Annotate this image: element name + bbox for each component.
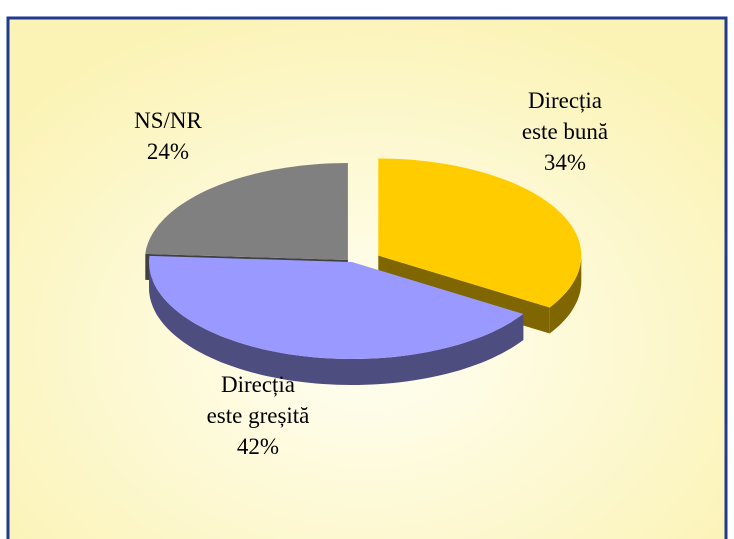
slice-name-line: este greșită (207, 403, 310, 428)
slice-side (549, 255, 582, 334)
slice-value: 24% (147, 139, 189, 164)
slice-name: NS/NR (134, 108, 202, 133)
slice-label: NS/NR 24% (134, 108, 202, 164)
slice-top (149, 255, 524, 359)
slice-side (149, 262, 524, 385)
slice-name-line: Direcția (221, 372, 295, 397)
slice-name: Direcția este greșită (207, 372, 310, 428)
slice-label: Direcția este greșită 42% (207, 372, 310, 459)
slice-top (378, 158, 582, 308)
slice-name-line: Direcția (528, 88, 602, 113)
slice-name: Direcția este bună (522, 88, 608, 144)
slice-value: 42% (237, 434, 279, 459)
slice-name-line: este bună (522, 119, 608, 144)
slice-name-line: NS/NR (134, 108, 202, 133)
slice-top (145, 163, 348, 260)
pie-slice (149, 255, 524, 385)
slice-label: Direcția este bună 34% (522, 88, 608, 175)
slice-value: 34% (544, 150, 586, 175)
